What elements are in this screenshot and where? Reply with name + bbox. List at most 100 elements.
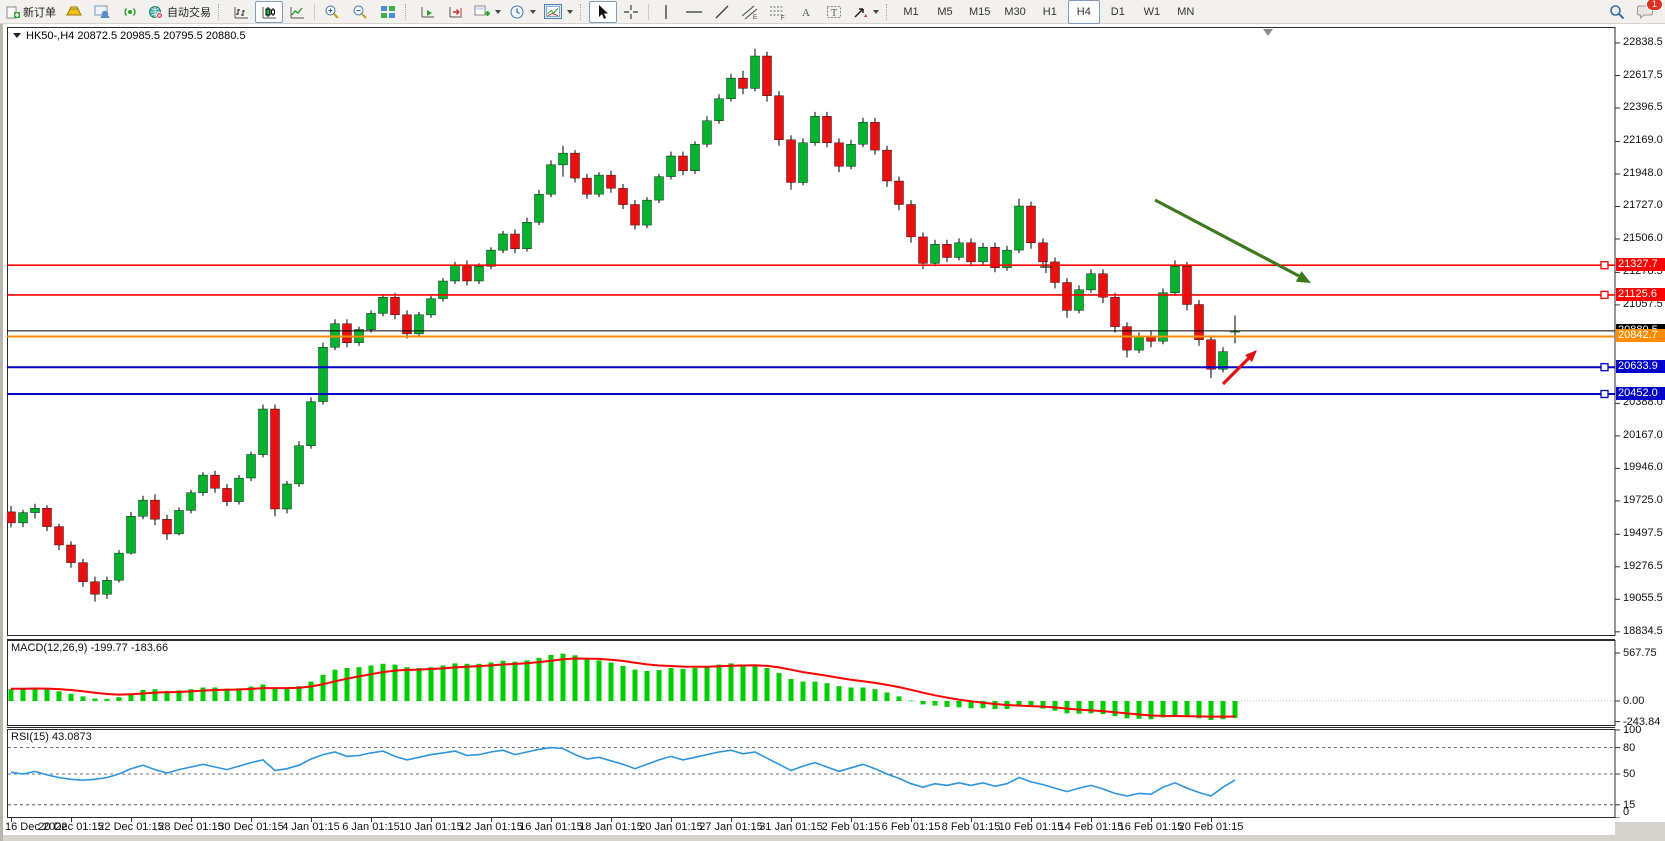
tile-windows-button[interactable] — [374, 1, 402, 23]
date-label: 8 Feb 01:15 — [941, 821, 1001, 833]
timeframe-m15[interactable]: M15 — [969, 5, 991, 18]
macd-scale-label: 567.75 — [1623, 647, 1657, 659]
crosshair-icon — [624, 4, 638, 19]
price-tick-label: 20167.0 — [1623, 429, 1663, 441]
auto-trading-button[interactable]: 自动交易 — [144, 1, 215, 23]
date-axis-tick — [791, 818, 792, 822]
crosshair-button[interactable] — [617, 1, 645, 23]
support-upper[interactable] — [7, 363, 1615, 372]
zoom-in-button[interactable] — [318, 1, 346, 23]
date-label: 22 Dec 01:15 — [98, 821, 164, 833]
notifications-button[interactable]: 1 — [1631, 0, 1663, 23]
vertical-line-button[interactable] — [652, 1, 680, 23]
collapse-triangle-icon — [13, 33, 21, 38]
resistance-lower[interactable] — [7, 290, 1615, 300]
price-tick-label: 21057.5 — [1623, 298, 1663, 310]
date-label: 16 Feb 01:15 — [1118, 821, 1184, 833]
template-icon — [544, 4, 562, 19]
rsi-line — [10, 746, 1236, 797]
support-lower[interactable] — [7, 389, 1615, 399]
bar-chart-button[interactable] — [227, 1, 255, 23]
price-tick-label: 22838.5 — [1623, 36, 1663, 48]
trendline-button[interactable] — [708, 1, 736, 23]
candlestick-chart-button[interactable] — [255, 0, 283, 23]
chevron-down-icon — [530, 9, 536, 14]
timeframe-h1[interactable]: H1 — [1042, 5, 1057, 18]
date-label: 20 Dec 01:15 — [38, 821, 104, 833]
date-label: 6 Jan 01:15 — [342, 821, 400, 833]
date-axis-tick — [551, 818, 552, 822]
date-axis-tick — [311, 818, 312, 822]
panel-splitter[interactable] — [7, 725, 1615, 728]
bounce-arrow[interactable] — [1221, 350, 1257, 386]
zoom-out-button[interactable] — [346, 1, 374, 23]
date-label: 10 Feb 01:15 — [998, 821, 1064, 833]
equidistant-channel-button[interactable]: E — [736, 1, 764, 23]
resistance-upper[interactable] — [7, 261, 1615, 270]
date-label: 16 Dec 2022 — [5, 821, 68, 833]
toolbar-separator — [648, 3, 649, 20]
price-chart[interactable] — [7, 27, 1665, 636]
date-label: 10 Jan 01:15 — [399, 821, 463, 833]
templates-dropdown[interactable] — [540, 1, 577, 23]
chevron-down-icon — [567, 9, 573, 14]
market-depth-button[interactable] — [60, 1, 88, 23]
panel-splitter[interactable] — [7, 637, 1615, 640]
price-tick-label: 19055.5 — [1623, 592, 1663, 604]
arrows-dropdown[interactable] — [848, 1, 883, 23]
date-axis-tick — [131, 818, 132, 822]
svg-text:F: F — [781, 16, 785, 20]
chart-title: HK50-,H4 20872.5 20985.5 20795.5 20880.5 — [13, 30, 246, 42]
price-tick-label: 19497.5 — [1623, 527, 1663, 539]
new-order-button[interactable]: 新订单 — [2, 1, 60, 23]
timeframe-h4[interactable]: H4 — [1067, 0, 1100, 24]
downtrend-arrow[interactable] — [1154, 198, 1311, 283]
text-label-button[interactable]: T — [820, 1, 848, 23]
toolbar-grip — [405, 3, 410, 20]
horizontal-line-button[interactable] — [680, 1, 708, 23]
bottom-strip — [3, 835, 1665, 841]
date-axis-tick — [1211, 818, 1212, 822]
new-chart-dropdown[interactable] — [470, 1, 505, 23]
signals-button[interactable] — [116, 1, 144, 23]
clock-icon — [510, 5, 524, 18]
date-axis-tick — [371, 818, 372, 822]
timeframe-m30[interactable]: M30 — [1004, 5, 1026, 18]
date-axis-tick — [971, 818, 972, 822]
tile-windows-icon — [381, 5, 395, 18]
rsi-indicator-panel[interactable] — [7, 729, 1665, 818]
date-axis-tick — [1031, 818, 1032, 822]
date-axis-tick — [1151, 818, 1152, 822]
date-axis-tick — [251, 818, 252, 822]
periods-dropdown[interactable] — [505, 1, 540, 23]
timeframe-m5[interactable]: M5 — [937, 5, 953, 18]
line-chart-button[interactable] — [283, 1, 311, 23]
date-label: 2 Feb 01:15 — [821, 821, 881, 833]
rsi-scale-label: 0 — [1623, 806, 1630, 818]
timeframe-mn[interactable]: MN — [1177, 5, 1195, 18]
macd-label: MACD(12,26,9) -199.77 -183.66 — [11, 642, 169, 654]
timeframe-m1[interactable]: M1 — [903, 5, 919, 18]
date-label: 28 Dec 01:15 — [158, 821, 224, 833]
text-button[interactable]: A — [792, 1, 820, 23]
price-line-badge: 21327.7 — [1616, 258, 1665, 271]
fibonacci-button[interactable]: F — [764, 1, 792, 23]
macd-indicator-panel[interactable] — [7, 640, 1665, 726]
gold-icon — [66, 6, 82, 15]
cursor-button[interactable] — [589, 0, 617, 23]
timeframe-w1[interactable]: W1 — [1143, 5, 1161, 18]
chart-shift-marker[interactable] — [1263, 29, 1273, 36]
search-button[interactable] — [1603, 1, 1631, 23]
toolbar-grip — [580, 3, 585, 20]
object-anchor-cross[interactable] — [1040, 261, 1052, 273]
scroll-to-end-button[interactable] — [414, 1, 442, 23]
date-label: 20 Feb 01:15 — [1178, 821, 1244, 833]
date-label: 12 Jan 01:15 — [459, 821, 523, 833]
rsi-scale-label: 50 — [1623, 768, 1636, 780]
chart-shift-button[interactable] — [442, 1, 470, 23]
price-line-badge: 21125.6 — [1616, 288, 1665, 301]
timeframe-d1[interactable]: D1 — [1110, 5, 1125, 18]
macd-signal-line — [11, 657, 1236, 718]
price-tick-label: 21727.0 — [1623, 199, 1663, 211]
accounts-button[interactable] — [88, 1, 116, 23]
